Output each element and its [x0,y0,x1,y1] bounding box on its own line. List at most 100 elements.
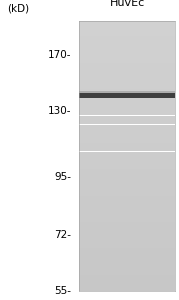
Bar [79,109,175,110]
Bar [79,117,175,118]
Bar [79,116,175,117]
Bar [79,261,175,262]
Bar [79,180,175,181]
Bar [79,90,175,91]
Bar [79,101,175,102]
Text: HuvEc: HuvEc [110,0,145,8]
Bar [79,214,175,215]
Bar [79,79,175,80]
Bar [79,60,175,61]
Bar [79,105,175,106]
Bar [79,265,175,266]
Bar [79,186,175,187]
Bar [79,175,175,176]
Bar [79,25,175,26]
Bar [79,190,175,191]
Bar [79,38,175,39]
Bar [79,137,175,138]
Bar [79,41,175,42]
Bar [79,280,175,281]
Bar [79,68,175,69]
Bar [79,276,175,277]
Bar [79,93,175,94]
Bar [79,118,175,119]
Bar [79,247,175,248]
Bar [79,243,175,244]
Bar [79,197,175,198]
Bar [79,235,175,236]
Bar [79,122,175,123]
Bar [79,66,175,67]
Bar [79,224,175,225]
Bar [79,254,175,255]
Bar [79,94,175,95]
Bar [79,260,175,261]
Bar [79,148,175,149]
Bar [79,164,175,165]
Bar [79,48,175,49]
Bar [79,107,175,108]
Bar [79,225,175,226]
Bar [79,208,175,209]
Bar [79,231,175,232]
Bar [79,71,175,72]
Bar [79,161,175,162]
Bar [79,170,175,171]
Bar [79,263,175,264]
Bar [79,112,175,113]
Bar [79,150,175,151]
Bar [79,226,175,227]
Bar [79,33,175,34]
Bar [79,259,175,260]
Bar [79,76,175,77]
Bar [79,77,175,78]
Bar [79,286,175,287]
Bar [79,70,175,71]
Bar [79,206,175,207]
Bar [79,97,175,98]
Bar [79,125,175,126]
Bar [79,216,175,217]
Bar [79,64,175,65]
Text: 130-: 130- [48,106,72,116]
Bar [79,227,175,228]
Bar [79,212,175,213]
Bar [79,258,175,259]
Bar [79,272,175,273]
Bar [79,165,175,166]
Bar [79,198,175,199]
Bar [79,218,175,219]
Bar [79,31,175,32]
Bar [79,181,175,182]
Bar [79,234,175,235]
Bar [79,58,175,59]
Text: (kD): (kD) [7,4,29,14]
Bar [79,219,175,220]
Bar [79,128,175,129]
Bar [79,257,175,258]
Bar [79,114,175,115]
Bar [79,196,175,197]
Bar [79,266,175,267]
Bar [79,202,175,203]
Bar [79,279,175,280]
Bar [79,284,175,285]
Bar [79,220,175,221]
Bar [79,145,175,146]
Bar [79,147,175,148]
Bar [79,195,175,196]
Bar [79,240,175,241]
Bar [79,61,175,62]
Bar [79,189,175,190]
Bar [79,65,175,66]
Bar [79,239,175,240]
Bar [79,246,175,247]
Bar [79,184,175,185]
Bar [79,106,175,107]
Bar [79,171,175,172]
Bar [79,47,175,48]
Bar [79,95,175,96]
Bar [79,44,175,45]
Bar [79,53,175,54]
Bar [79,176,175,177]
